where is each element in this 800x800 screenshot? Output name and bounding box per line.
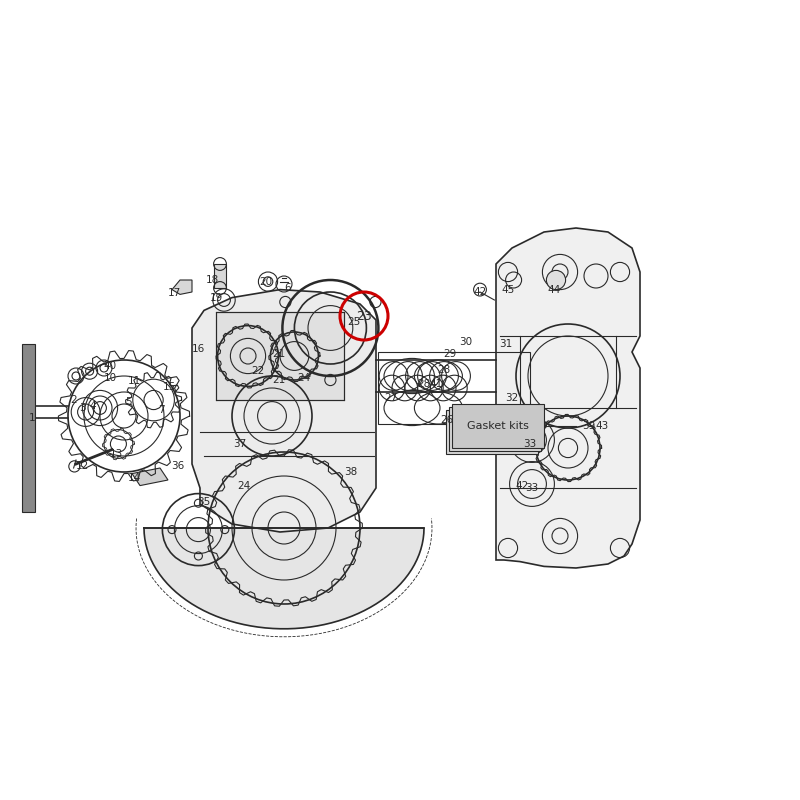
Text: 24: 24: [238, 482, 250, 491]
Text: 17: 17: [168, 288, 181, 298]
Bar: [22, 344, 35, 512]
Text: 29: 29: [443, 349, 456, 358]
Text: 35: 35: [198, 498, 210, 507]
Text: 16: 16: [192, 344, 205, 354]
Text: 27: 27: [384, 394, 397, 403]
Text: 30: 30: [459, 338, 472, 347]
Text: 6: 6: [285, 283, 291, 293]
Text: 1: 1: [29, 413, 35, 422]
Text: 44: 44: [547, 285, 560, 294]
Text: 3: 3: [79, 403, 86, 413]
Text: 25: 25: [347, 317, 360, 326]
Text: 42: 42: [515, 482, 528, 491]
Text: 40: 40: [104, 362, 117, 371]
Bar: [452, 404, 544, 448]
Polygon shape: [144, 528, 424, 629]
Text: 7: 7: [158, 405, 165, 414]
Bar: [449, 407, 541, 451]
Text: 38: 38: [344, 467, 357, 477]
Text: 21: 21: [272, 349, 285, 358]
Text: 45: 45: [502, 285, 514, 294]
Polygon shape: [496, 228, 640, 568]
Polygon shape: [172, 280, 192, 294]
Bar: [378, 352, 530, 424]
Text: 24: 24: [298, 373, 310, 382]
Text: 5: 5: [125, 397, 131, 406]
Text: 14: 14: [128, 473, 141, 482]
Text: 20: 20: [259, 277, 272, 286]
Polygon shape: [216, 312, 344, 400]
Text: 21: 21: [272, 375, 285, 385]
Text: 23: 23: [356, 310, 372, 322]
Text: 36: 36: [171, 461, 184, 470]
Text: 33: 33: [523, 439, 536, 449]
Polygon shape: [192, 290, 376, 532]
Text: 4: 4: [90, 401, 96, 410]
Text: 28: 28: [438, 366, 450, 375]
Text: 32: 32: [506, 394, 518, 403]
Text: 13: 13: [110, 450, 122, 459]
Text: 19: 19: [210, 293, 222, 302]
Text: 18: 18: [206, 275, 218, 285]
Text: 15: 15: [163, 382, 176, 392]
Bar: [214, 264, 226, 288]
Circle shape: [546, 270, 566, 290]
Bar: [446, 410, 538, 454]
Text: 43: 43: [595, 421, 608, 430]
Text: 22: 22: [251, 366, 264, 376]
Polygon shape: [132, 468, 168, 486]
Text: Gasket kits: Gasket kits: [467, 421, 529, 431]
Text: 11: 11: [128, 376, 141, 386]
Text: 33: 33: [526, 483, 538, 493]
Text: 39: 39: [582, 421, 596, 431]
Text: 37: 37: [234, 439, 246, 449]
Text: 42: 42: [474, 287, 486, 297]
Text: 41: 41: [430, 379, 442, 389]
Text: 26: 26: [440, 415, 453, 425]
Text: 28: 28: [418, 379, 430, 389]
Text: 12: 12: [76, 461, 89, 470]
Text: 2: 2: [70, 395, 77, 405]
Text: 31: 31: [499, 339, 512, 349]
Text: 10: 10: [104, 373, 117, 382]
